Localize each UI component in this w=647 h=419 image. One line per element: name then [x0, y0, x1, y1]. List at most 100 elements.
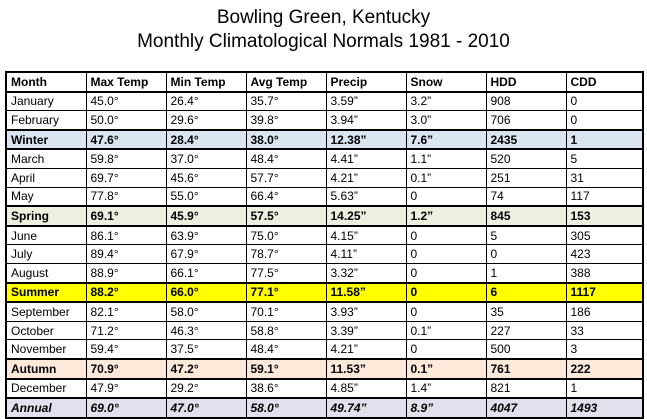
- cell-max-temp: 71.2°: [85, 320, 167, 341]
- cell-cdd: 305: [565, 225, 644, 246]
- cell-min-temp: 29.6°: [165, 110, 247, 131]
- page-subtitle: Monthly Climatological Normals 1981 - 20…: [137, 31, 510, 52]
- header-min-temp: Min Temp: [165, 71, 247, 93]
- cell-hdd: 761: [485, 357, 567, 380]
- cell-min-temp: 66.0°: [165, 281, 247, 304]
- header-snow: Snow: [405, 71, 487, 93]
- cell-month: August: [5, 262, 87, 284]
- table-body: January 45.0° 26.4° 35.7° 3.59” 3.2” 908 0 Febru…: [5, 91, 644, 419]
- cell-cdd: 388: [565, 262, 644, 284]
- cell-precip: 4.11”: [325, 244, 407, 264]
- cell-month: June: [5, 225, 87, 246]
- cell-precip: 14.25”: [325, 205, 407, 227]
- cell-snow: 0: [405, 339, 487, 360]
- cell-max-temp: 86.1°: [85, 225, 167, 246]
- cell-snow: 0.1”: [405, 357, 487, 380]
- cell-max-temp: 47.6°: [85, 128, 167, 151]
- header-cdd: CDD: [565, 71, 644, 93]
- cell-precip: 49.74”: [325, 397, 407, 419]
- cell-hdd: 2435: [485, 128, 567, 151]
- cell-cdd: 1: [565, 128, 644, 151]
- table-row: November 59.4° 37.5° 48.4° 4.21” 0 500 3: [5, 339, 644, 360]
- cell-precip: 11.58”: [325, 281, 407, 304]
- cell-hdd: 5: [485, 225, 567, 246]
- cell-cdd: 186: [565, 301, 644, 322]
- table-row: February 50.0° 29.6° 39.8° 3.94” 3.0” 706 0: [5, 110, 644, 131]
- cell-avg-temp: 35.7°: [245, 91, 327, 112]
- cell-min-temp: 47.2°: [165, 357, 247, 380]
- cell-month: December: [5, 378, 87, 399]
- cell-hdd: 821: [485, 378, 567, 399]
- header-month: Month: [5, 71, 87, 93]
- cell-max-temp: 69.7°: [85, 167, 167, 188]
- cell-hdd: 908: [485, 91, 567, 112]
- table-header-row: Month Max Temp Min Temp Avg Temp Precip …: [5, 71, 644, 93]
- cell-month: Autumn: [5, 357, 87, 380]
- cell-month: January: [5, 91, 87, 112]
- autumn-summary-row: Autumn 70.9° 47.2° 59.1° 11.53” 0.1” 761 222: [5, 357, 644, 380]
- climate-normals-table: Month Max Temp Min Temp Avg Temp Precip …: [5, 71, 644, 419]
- cell-max-temp: 47.9°: [85, 378, 167, 399]
- page-title: Bowling Green, Kentucky: [216, 7, 431, 28]
- table-row: September 82.1° 58.0° 70.1° 3.93” 0 35 186: [5, 301, 644, 322]
- cell-avg-temp: 39.8°: [245, 110, 327, 131]
- cell-precip: 12.38”: [325, 128, 407, 151]
- cell-cdd: 0: [565, 91, 644, 112]
- cell-snow: 0: [405, 301, 487, 322]
- cell-month: October: [5, 320, 87, 341]
- cell-cdd: 0: [565, 110, 644, 131]
- cell-min-temp: 26.4°: [165, 91, 247, 112]
- cell-hdd: 6: [485, 281, 567, 304]
- cell-avg-temp: 58.8°: [245, 320, 327, 341]
- cell-cdd: 3: [565, 339, 644, 360]
- cell-avg-temp: 77.5°: [245, 262, 327, 284]
- cell-min-temp: 37.0°: [165, 148, 247, 169]
- cell-snow: 3.2”: [405, 91, 487, 112]
- cell-max-temp: 88.2°: [85, 281, 167, 304]
- cell-precip: 4.21”: [325, 339, 407, 360]
- cell-avg-temp: 38.6°: [245, 378, 327, 399]
- cell-cdd: 31: [565, 167, 644, 188]
- cell-avg-temp: 58.0°: [245, 397, 327, 419]
- cell-snow: 1.2”: [405, 205, 487, 227]
- cell-month: September: [5, 301, 87, 322]
- cell-precip: 3.32”: [325, 262, 407, 284]
- cell-precip: 4.15”: [325, 225, 407, 246]
- cell-min-temp: 66.1°: [165, 262, 247, 284]
- spring-summary-row: Spring 69.1° 45.9° 57.5° 14.25” 1.2” 845 153: [5, 205, 644, 227]
- annual-summary-row: Annual 69.0° 47.0° 58.0° 49.74” 8.9” 4047 1493: [5, 397, 644, 419]
- cell-month: Spring: [5, 205, 87, 227]
- cell-precip: 5.63”: [325, 186, 407, 207]
- cell-cdd: 33: [565, 320, 644, 341]
- cell-avg-temp: 48.4°: [245, 339, 327, 360]
- cell-min-temp: 45.6°: [165, 167, 247, 188]
- cell-min-temp: 28.4°: [165, 128, 247, 151]
- cell-snow: 0: [405, 262, 487, 284]
- table-row: August 88.9° 66.1° 77.5° 3.32” 0 1 388: [5, 262, 644, 284]
- table-row: May 77.8° 55.0° 66.4° 5.63” 0 74 117: [5, 186, 644, 207]
- cell-hdd: 74: [485, 186, 567, 207]
- cell-cdd: 423: [565, 244, 644, 264]
- cell-month: July: [5, 244, 87, 264]
- cell-avg-temp: 70.1°: [245, 301, 327, 322]
- cell-min-temp: 45.9°: [165, 205, 247, 227]
- cell-precip: 3.93”: [325, 301, 407, 322]
- cell-min-temp: 29.2°: [165, 378, 247, 399]
- cell-snow: 1.1”: [405, 148, 487, 169]
- cell-max-temp: 59.4°: [85, 339, 167, 360]
- cell-precip: 3.59”: [325, 91, 407, 112]
- cell-avg-temp: 78.7°: [245, 244, 327, 264]
- cell-hdd: 500: [485, 339, 567, 360]
- title-block: Bowling Green, Kentucky Monthly Climatol…: [0, 6, 647, 54]
- cell-snow: 0: [405, 244, 487, 264]
- cell-hdd: 1: [485, 262, 567, 284]
- cell-hdd: 227: [485, 320, 567, 341]
- cell-max-temp: 77.8°: [85, 186, 167, 207]
- cell-min-temp: 47.0°: [165, 397, 247, 419]
- cell-month: March: [5, 148, 87, 169]
- cell-cdd: 222: [565, 357, 644, 380]
- cell-month: April: [5, 167, 87, 188]
- cell-month: February: [5, 110, 87, 131]
- cell-precip: 4.41”: [325, 148, 407, 169]
- cell-cdd: 5: [565, 148, 644, 169]
